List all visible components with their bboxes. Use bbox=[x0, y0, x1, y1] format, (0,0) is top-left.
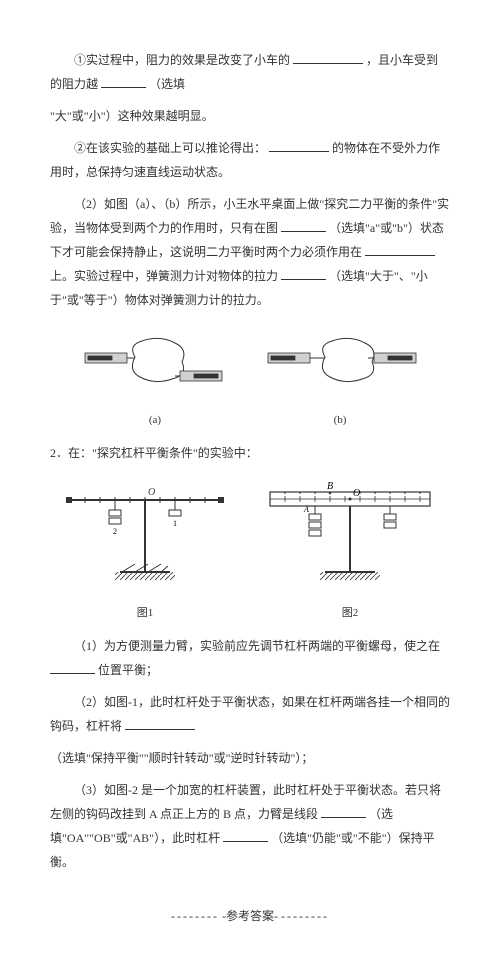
q2-p1-a: （1）为方便测量力臂，实验前应先调节杠杆两端的平衡螺母，使之在 bbox=[74, 639, 440, 653]
q2-p2: （2）如图-1，此时杠杆处于平衡状态，如果在杠杆两端各挂一个相同的钩码，杠杆将 bbox=[50, 690, 450, 738]
svg-text:A: A bbox=[303, 505, 309, 514]
caption-a: (a) bbox=[80, 409, 230, 431]
figure-row-12: O 2 1 图1 bbox=[50, 480, 450, 624]
dash-left: -------- bbox=[171, 909, 219, 923]
q1-2-text-e: ②在该实验的基础上可以推论得出： bbox=[74, 141, 266, 155]
caption-b: (b) bbox=[260, 409, 420, 431]
label-O2: O bbox=[353, 488, 360, 499]
figure-a: (a) bbox=[80, 327, 230, 431]
answer-text: -参考答案- bbox=[222, 909, 278, 923]
q2-p2-b: （选填"保持平衡""顺时针转动"或"逆时针转动"）； bbox=[50, 751, 313, 765]
q2-intro: 2．在："探究杠杆平衡条件"的实验中： bbox=[50, 441, 450, 465]
label-O: O bbox=[148, 487, 155, 498]
q2-p1: （1）为方便测量力臂，实验前应先调节杠杆两端的平衡螺母，使之在 位置平衡； bbox=[50, 634, 450, 682]
blank[interactable] bbox=[293, 49, 363, 64]
blank[interactable] bbox=[101, 73, 146, 88]
blank[interactable] bbox=[125, 715, 195, 730]
q2-p1-b: 位置平衡； bbox=[98, 663, 158, 677]
q1-p2-text-c: 上。实验过程中，弹簧测力计对物体的拉力 bbox=[50, 269, 278, 283]
q1-1-text-a: ①实过程中，阻力的效果是改变了小车的 bbox=[74, 53, 290, 67]
answer-heading: -------- -参考答案- -------- bbox=[50, 904, 450, 928]
blank[interactable] bbox=[269, 137, 329, 152]
svg-text:2: 2 bbox=[113, 527, 117, 536]
blank[interactable] bbox=[50, 659, 95, 674]
blank[interactable] bbox=[281, 217, 326, 232]
figure-2: B O A 图2 bbox=[260, 480, 440, 624]
svg-text:1: 1 bbox=[173, 519, 177, 528]
figure-row-ab: (a) (b) bbox=[50, 327, 450, 431]
blank[interactable] bbox=[281, 265, 326, 280]
blank[interactable] bbox=[365, 241, 435, 256]
caption-fig1: 图1 bbox=[60, 602, 230, 624]
blank[interactable] bbox=[223, 827, 268, 842]
caption-fig2: 图2 bbox=[260, 602, 440, 624]
blank[interactable] bbox=[321, 803, 366, 818]
q1-1-text-d: "大"或"小"）这种效果越明显。 bbox=[50, 109, 214, 123]
dash-right: -------- bbox=[281, 909, 329, 923]
q1-p2-line1: （2）如图（a）、（b）所示，小王水平桌面上做"探究二力平衡的条件"实验，当物体… bbox=[50, 192, 450, 312]
q1-1-line2: "大"或"小"）这种效果越明显。 bbox=[50, 104, 450, 128]
q1-2-line: ②在该实验的基础上可以推论得出： 的物体在不受外力作用时，总保持匀速直线运动状态… bbox=[50, 136, 450, 184]
q2-p2-a: （2）如图-1，此时杠杆处于平衡状态，如果在杠杆两端各挂一个相同的钩码，杠杆将 bbox=[50, 695, 450, 733]
q2-p2b: （选填"保持平衡""顺时针转动"或"逆时针转动"）； bbox=[50, 746, 450, 770]
q1-1-text-c: （选填 bbox=[149, 77, 185, 91]
q2-p3: （3）如图-2 是一个加宽的杠杆装置，此时杠杆处于平衡状态。若只将左侧的钩码改挂… bbox=[50, 778, 450, 874]
figure-1: O 2 1 图1 bbox=[60, 480, 230, 624]
figure-b: (b) bbox=[260, 327, 420, 431]
label-B: B bbox=[327, 481, 333, 492]
q1-1-line1: ①实过程中，阻力的效果是改变了小车的 ，且小车受到的阻力越 （选填 bbox=[50, 48, 450, 96]
